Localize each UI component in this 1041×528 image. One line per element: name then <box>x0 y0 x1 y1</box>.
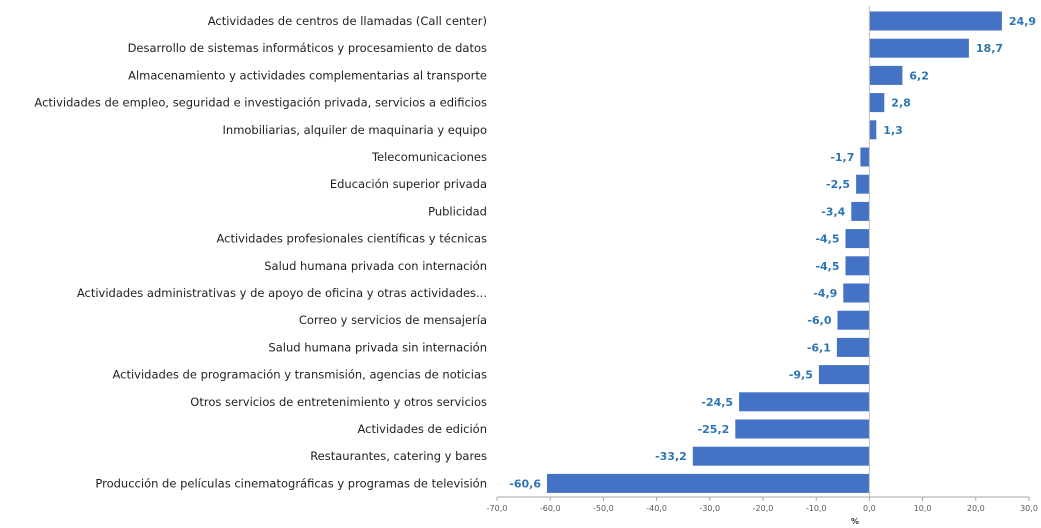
x-tick-label: 10,0 <box>914 504 932 513</box>
category-label: Actividades profesionales científicas y … <box>216 232 487 246</box>
category-label: Publicidad <box>428 204 487 218</box>
category-label: Actividades de centros de llamadas (Call… <box>208 14 487 28</box>
bar <box>692 446 870 466</box>
x-tick-label: -60,0 <box>540 504 561 513</box>
value-label: 18,7 <box>976 42 1003 55</box>
bar <box>851 201 870 221</box>
bar <box>739 392 870 412</box>
value-label: -24,5 <box>701 396 733 409</box>
value-label: -25,2 <box>698 423 730 436</box>
value-label: 24,9 <box>1009 15 1036 28</box>
x-tick-label: 20,0 <box>967 504 985 513</box>
x-tick-label: -40,0 <box>646 504 667 513</box>
category-label: Educación superior privada <box>330 177 487 191</box>
bars-group <box>547 11 1002 493</box>
x-tick-label: 30,0 <box>1020 504 1038 513</box>
bar <box>869 38 969 58</box>
value-label: -6,1 <box>807 341 831 354</box>
value-label: -4,9 <box>813 287 837 300</box>
bar <box>869 120 877 140</box>
bar <box>856 174 870 194</box>
value-label: -3,4 <box>821 205 845 218</box>
category-label: Salud humana privada con internación <box>264 259 487 273</box>
category-label: Salud humana privada sin internación <box>268 340 487 354</box>
category-label: Almacenamiento y actividades complementa… <box>128 68 487 82</box>
bar <box>845 256 870 276</box>
category-label: Actividades de edición <box>357 422 487 436</box>
category-label: Otros servicios de entretenimiento y otr… <box>190 395 487 409</box>
bar <box>735 419 870 439</box>
category-label: Correo y servicios de mensajería <box>299 313 487 327</box>
x-tick-label: -10,0 <box>806 504 827 513</box>
bar <box>818 365 870 385</box>
value-label: -60,6 <box>509 477 541 490</box>
x-tick-label: -30,0 <box>699 504 720 513</box>
bar <box>869 65 903 85</box>
bar <box>837 310 870 330</box>
x-tick-label: -50,0 <box>593 504 614 513</box>
value-label: 6,2 <box>909 69 929 82</box>
bar <box>845 229 870 249</box>
bar <box>843 283 870 303</box>
category-label: Inmobiliarias, alquiler de maquinaria y … <box>223 123 487 137</box>
value-label: -2,5 <box>826 178 850 191</box>
x-axis-title: % <box>851 517 859 526</box>
bar <box>869 11 1002 31</box>
bar <box>869 93 885 113</box>
x-tick-label: -20,0 <box>753 504 774 513</box>
bar <box>836 337 870 357</box>
category-label: Desarrollo de sistemas informáticos y pr… <box>128 41 487 55</box>
value-label: -9,5 <box>789 369 813 382</box>
value-label: -4,5 <box>815 260 839 273</box>
value-label: 2,8 <box>891 97 911 110</box>
x-tick-label: 0,0 <box>863 504 876 513</box>
bar <box>860 147 870 167</box>
category-label: Actividades de programación y transmisió… <box>112 368 487 382</box>
category-labels: Actividades de centros de llamadas (Call… <box>34 14 487 490</box>
x-axis: -70,0 -60,0 -50,0 -40,0 -30,0 -20,0 -10,0 0,0 10… <box>487 6 1038 513</box>
category-label: Producción de películas cinematográficas… <box>95 476 487 490</box>
category-label: Restaurantes, catering y bares <box>310 449 487 463</box>
value-label: -4,5 <box>815 233 839 246</box>
value-label: -33,2 <box>655 450 687 463</box>
bar <box>547 473 870 493</box>
category-label: Actividades de empleo, seguridad e inves… <box>34 96 487 110</box>
value-label: 1,3 <box>883 124 903 137</box>
value-label: -1,7 <box>830 151 854 164</box>
category-label: Actividades administrativas y de apoyo d… <box>77 286 487 300</box>
value-label: -6,0 <box>807 314 831 327</box>
x-tick-label: -70,0 <box>487 504 508 513</box>
category-label: Telecomunicaciones <box>371 150 487 164</box>
value-labels: 24,9 18,7 6,2 2,8 1,3 -1,7 -2,5 -3,4 -4,5 -4,5 -4,… <box>509 15 1036 490</box>
